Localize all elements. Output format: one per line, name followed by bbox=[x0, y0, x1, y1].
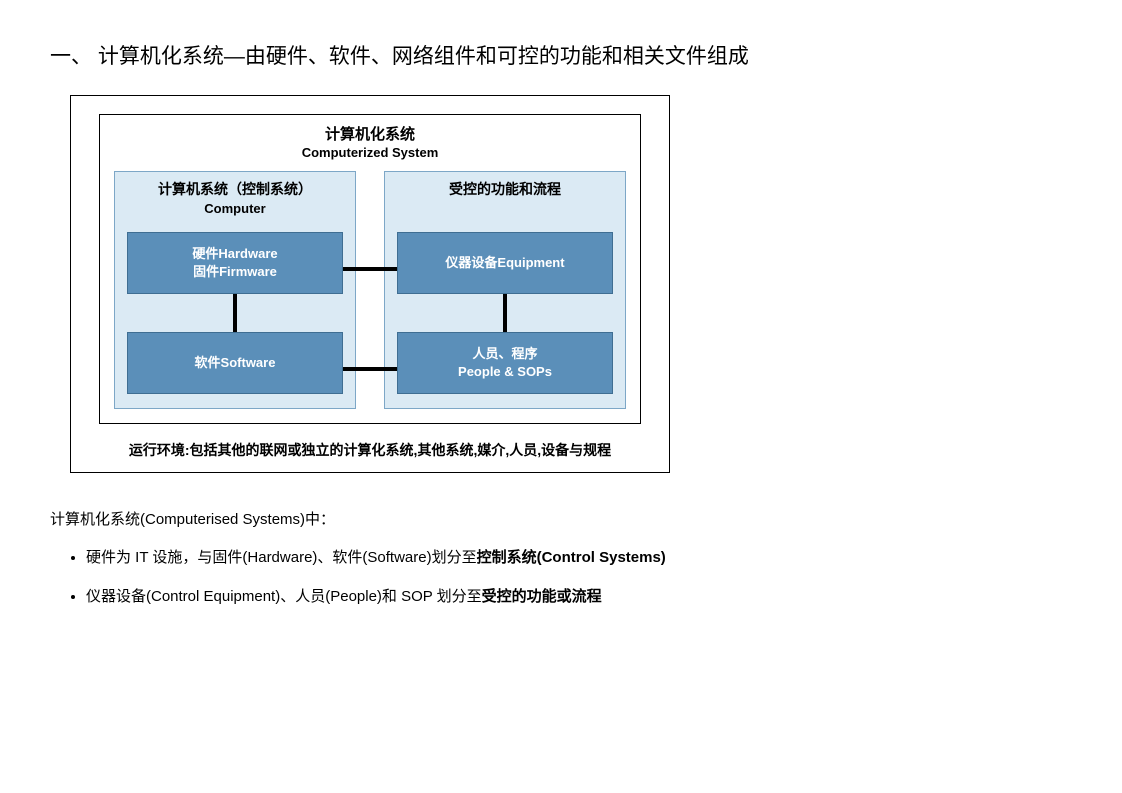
left-col-title: 计算机系统（控制系统） Computer bbox=[127, 180, 343, 218]
middle-title-en: Computerized System bbox=[114, 145, 626, 162]
node-software: 软件Software bbox=[127, 332, 343, 394]
left-vertical-gap bbox=[127, 294, 343, 332]
bullet-2: 仪器设备(Control Equipment)、人员(People)和 SOP … bbox=[86, 586, 1072, 609]
bullet-2-bold: 受控的功能或流程 bbox=[482, 588, 602, 605]
connector-left-vertical bbox=[233, 294, 237, 332]
diagram: 计算机化系统 Computerized System 计算机系统（控制系统） C… bbox=[70, 95, 1072, 473]
node-hardware-firmware: 硬件Hardware 固件Firmware bbox=[127, 232, 343, 294]
bullet-1: 硬件为 IT 设施，与固件(Hardware)、软件(Software)划分至控… bbox=[86, 547, 1072, 570]
right-col-title-en bbox=[397, 200, 613, 218]
environment-label: 运行环境:包括其他的联网或独立的计算化系统,其他系统,媒介,人员,设备与规程 bbox=[99, 440, 641, 460]
bullet-1-text: 硬件为 IT 设施，与固件(Hardware)、软件(Software)划分至 bbox=[86, 549, 477, 566]
node-people-sops: 人员、程序 People & SOPs bbox=[397, 332, 613, 394]
right-col-title-cn: 受控的功能和流程 bbox=[449, 181, 561, 197]
columns: 计算机系统（控制系统） Computer 硬件Hardware 固件Firmwa… bbox=[114, 171, 626, 409]
middle-title: 计算机化系统 Computerized System bbox=[114, 125, 626, 161]
node-eq-line1: 仪器设备Equipment bbox=[445, 254, 564, 272]
intro-paragraph: 计算机化系统(Computerised Systems)中： bbox=[50, 508, 1072, 529]
computerized-system-box: 计算机化系统 Computerized System 计算机系统（控制系统） C… bbox=[99, 114, 641, 424]
left-col-title-en: Computer bbox=[127, 200, 343, 218]
node-sw-line1: 软件Software bbox=[195, 354, 276, 372]
right-col-title: 受控的功能和流程 bbox=[397, 180, 613, 218]
right-column-controlled: 受控的功能和流程 仪器设备Equipment 人员、程序 People & SO… bbox=[384, 171, 626, 409]
node-ps-line2: People & SOPs bbox=[458, 363, 552, 381]
node-hw-line2: 固件Firmware bbox=[193, 263, 277, 281]
right-vertical-gap bbox=[397, 294, 613, 332]
left-column-computer: 计算机系统（控制系统） Computer 硬件Hardware 固件Firmwa… bbox=[114, 171, 356, 409]
page-title: 一、 计算机化系统—由硬件、软件、网络组件和可控的功能和相关文件组成 bbox=[50, 40, 1072, 70]
node-hw-line1: 硬件Hardware bbox=[192, 245, 277, 263]
outer-environment-box: 计算机化系统 Computerized System 计算机系统（控制系统） C… bbox=[70, 95, 670, 473]
bullet-2-text: 仪器设备(Control Equipment)、人员(People)和 SOP … bbox=[86, 588, 482, 605]
node-ps-line1: 人员、程序 bbox=[472, 345, 537, 363]
node-equipment: 仪器设备Equipment bbox=[397, 232, 613, 294]
left-col-title-cn: 计算机系统（控制系统） bbox=[158, 181, 312, 197]
middle-title-cn: 计算机化系统 bbox=[325, 126, 415, 143]
bullet-list: 硬件为 IT 设施，与固件(Hardware)、软件(Software)划分至控… bbox=[50, 547, 1072, 608]
bullet-1-bold: 控制系统(Control Systems) bbox=[477, 549, 666, 566]
connector-right-vertical bbox=[503, 294, 507, 332]
